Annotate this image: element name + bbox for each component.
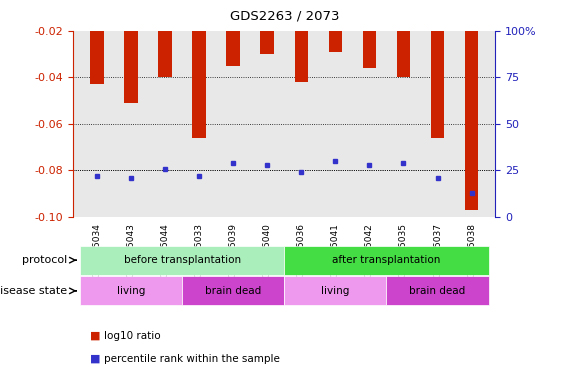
- Bar: [261, 0, 274, 54]
- Bar: [284, 276, 386, 305]
- Text: ■: ■: [90, 354, 101, 364]
- Bar: [124, 0, 138, 103]
- Text: before transplantation: before transplantation: [124, 255, 241, 265]
- Bar: [329, 0, 342, 52]
- Text: brain dead: brain dead: [409, 286, 466, 296]
- Bar: [294, 0, 308, 82]
- Bar: [386, 276, 489, 305]
- Text: brain dead: brain dead: [205, 286, 261, 296]
- Text: after transplantation: after transplantation: [332, 255, 441, 265]
- Bar: [226, 0, 240, 66]
- Text: living: living: [117, 286, 145, 296]
- Text: log10 ratio: log10 ratio: [104, 331, 161, 341]
- Bar: [397, 0, 410, 77]
- Bar: [90, 0, 104, 84]
- Bar: [80, 246, 284, 275]
- Text: disease state: disease state: [0, 286, 68, 296]
- Text: ■: ■: [90, 331, 101, 341]
- Bar: [363, 0, 376, 68]
- Text: GDS2263 / 2073: GDS2263 / 2073: [230, 10, 339, 23]
- Bar: [193, 0, 206, 138]
- Text: percentile rank within the sample: percentile rank within the sample: [104, 354, 280, 364]
- Bar: [284, 246, 489, 275]
- Bar: [80, 276, 182, 305]
- Text: protocol: protocol: [23, 255, 68, 265]
- Bar: [158, 0, 172, 77]
- Bar: [182, 276, 284, 305]
- Bar: [465, 0, 479, 210]
- Bar: [431, 0, 444, 138]
- Text: living: living: [321, 286, 350, 296]
